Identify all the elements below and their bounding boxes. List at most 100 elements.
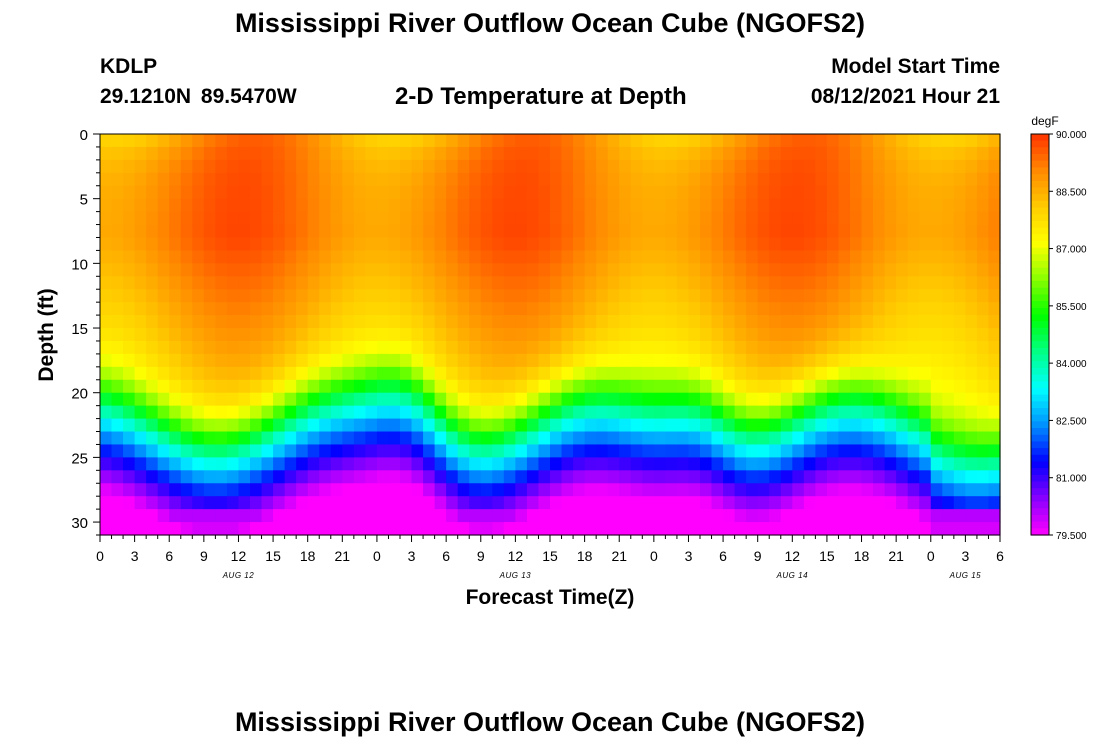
heatmap-cell [976, 431, 990, 446]
heatmap-cell [665, 198, 678, 213]
heatmap-cell [134, 211, 147, 226]
heatmap-cell [353, 250, 366, 264]
colorbar-band [1031, 321, 1049, 329]
heatmap-cell [400, 444, 413, 458]
heatmap-cell [861, 483, 874, 497]
heatmap-cell [538, 522, 551, 536]
heatmap-cell [953, 224, 966, 239]
heatmap-cell [688, 431, 701, 446]
heatmap-cell [676, 146, 690, 161]
heatmap-cell [515, 509, 528, 523]
heatmap-cell [942, 392, 955, 407]
heatmap-cell [307, 134, 320, 148]
heatmap-cell [838, 418, 851, 433]
heatmap-cell [873, 353, 886, 368]
heatmap-cell [261, 237, 274, 252]
heatmap-cell [896, 340, 909, 355]
heatmap-cell [826, 315, 840, 329]
heatmap-cell [538, 328, 551, 342]
heatmap-cell [838, 237, 851, 252]
heatmap-cell [446, 353, 459, 368]
heatmap-cell [723, 483, 736, 497]
heatmap-cell [792, 444, 805, 458]
heatmap-cell [561, 211, 574, 226]
x-tick-label: 12 [231, 548, 247, 564]
heatmap-cell [307, 470, 320, 484]
heatmap-cell [642, 211, 655, 226]
heatmap-cell [365, 431, 378, 446]
heatmap-cell [896, 431, 909, 446]
heatmap-cell [157, 405, 170, 420]
heatmap-cell [330, 470, 343, 484]
heatmap-cell [815, 302, 828, 316]
heatmap-cell [365, 353, 378, 368]
heatmap-cell [296, 457, 309, 471]
heatmap-cell [238, 522, 251, 536]
heatmap-cell [907, 185, 920, 200]
heatmap-cell [630, 289, 643, 303]
heatmap-cell [896, 379, 909, 394]
heatmap-cell [100, 379, 113, 394]
heatmap-cell [353, 431, 366, 446]
heatmap-cell [146, 315, 159, 329]
heatmap-cell [353, 457, 366, 471]
heatmap-cell [665, 522, 678, 536]
heatmap-cell [850, 224, 863, 239]
heatmap-cell [953, 185, 966, 200]
heatmap-cell [711, 211, 724, 226]
heatmap-cell [446, 250, 459, 264]
heatmap-cell [988, 263, 1001, 277]
heatmap-cell [250, 289, 263, 303]
heatmap-cell [873, 198, 886, 213]
heatmap-cell [665, 444, 678, 458]
heatmap-cell [734, 250, 747, 264]
x-tick-label: 3 [685, 548, 693, 564]
heatmap-cell [711, 250, 724, 264]
heatmap-cell [676, 198, 690, 213]
heatmap-cell [100, 392, 113, 407]
heatmap-cell [480, 470, 493, 484]
heatmap-cell [826, 276, 840, 290]
heatmap-cell [457, 340, 470, 355]
heatmap-cell [503, 250, 516, 264]
heatmap-cell [907, 522, 920, 536]
heatmap-cell [953, 353, 966, 368]
heatmap-cell [930, 392, 943, 407]
heatmap-cell [261, 496, 274, 510]
heatmap-cell [757, 509, 770, 523]
heatmap-cell [826, 353, 840, 368]
heatmap-cell [757, 159, 770, 174]
heatmap-cell [203, 263, 216, 277]
heatmap-cell [226, 302, 240, 316]
heatmap-cell [134, 496, 147, 510]
heatmap-cell [780, 315, 793, 329]
heatmap-cell [238, 185, 251, 200]
heatmap-cell [157, 211, 170, 226]
heatmap-cell [157, 470, 170, 484]
heatmap-cell [930, 289, 943, 303]
heatmap-cell [376, 237, 390, 252]
heatmap-cell [561, 405, 574, 420]
heatmap-cell [896, 328, 909, 342]
heatmap-cell [676, 392, 690, 407]
heatmap-cell [169, 224, 182, 239]
heatmap-cell [273, 134, 286, 148]
heatmap-cell [780, 483, 793, 497]
heatmap-cell [400, 379, 413, 394]
heatmap-cell [607, 470, 620, 484]
heatmap-cell [815, 172, 828, 187]
heatmap-cell [815, 340, 828, 355]
heatmap-cell [884, 328, 897, 342]
heatmap-cell [273, 328, 286, 342]
heatmap-cell [319, 185, 332, 200]
heatmap-cell [169, 250, 182, 264]
heatmap-cell [342, 250, 355, 264]
heatmap-cell [342, 198, 355, 213]
heatmap-cell [607, 146, 620, 161]
heatmap-cell [953, 418, 966, 433]
heatmap-cell [169, 483, 182, 497]
heatmap-cell [342, 444, 355, 458]
heatmap-cell [526, 211, 540, 226]
colorbar-tick-label: 84.000 [1056, 359, 1087, 370]
heatmap-cell [930, 379, 943, 394]
